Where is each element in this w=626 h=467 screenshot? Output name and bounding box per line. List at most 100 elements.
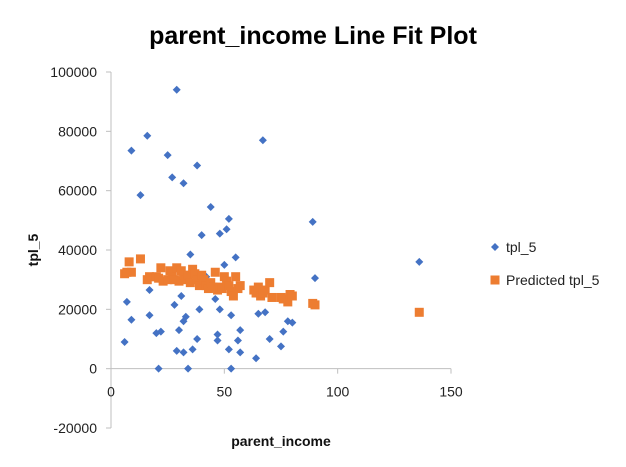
tpl_5-point xyxy=(236,348,245,357)
predicted-tpl_5-point xyxy=(278,294,288,304)
predicted-tpl_5-point xyxy=(194,281,204,291)
predicted-tpl_5-point xyxy=(174,276,184,286)
tpl_5-point xyxy=(258,136,267,145)
tpl_5-point xyxy=(224,345,233,354)
tpl_5-point xyxy=(175,326,183,335)
tpl_5-point xyxy=(213,336,222,345)
tpl_5-point xyxy=(265,335,274,343)
chart-title: parent_income Line Fit Plot xyxy=(149,22,477,50)
predicted-tpl_5-point xyxy=(208,282,218,292)
tpl_5-point xyxy=(236,326,245,335)
y-axis-title: tpl_5 xyxy=(25,233,41,266)
tpl_5-point xyxy=(206,202,215,211)
tpl_5-point xyxy=(136,191,145,200)
tpl_5-point xyxy=(122,297,131,306)
tpl_5-point xyxy=(193,161,202,170)
y-axis-tick-labels: -20000 0 20000 40000 60000 80000 100000 xyxy=(50,64,97,436)
tpl_5-point xyxy=(277,342,285,351)
tpl_5-point xyxy=(215,229,224,238)
predicted-tpl_5-point xyxy=(265,278,275,288)
predicted-tpl_5-point xyxy=(183,270,193,280)
predicted-tpl_5-point xyxy=(251,288,261,298)
tpl_5-point xyxy=(188,345,197,354)
tpl_5-point xyxy=(197,231,206,240)
tpl_5-point xyxy=(127,315,136,324)
tpl_5-point xyxy=(231,253,240,262)
predicted-tpl_5-point xyxy=(145,272,155,282)
y-tick-label: 100000 xyxy=(50,64,97,80)
predicted-tpl_5-point xyxy=(253,282,263,292)
tpl_5-point xyxy=(227,364,236,373)
tpl_5-point xyxy=(172,346,181,355)
y-tick-label: 80000 xyxy=(58,123,97,139)
predicted-tpl_5-point xyxy=(122,267,132,277)
tpl_5-point xyxy=(186,250,195,259)
tpl_5-point xyxy=(215,305,224,314)
tpl_5-point xyxy=(120,337,129,346)
tpl_5-point xyxy=(163,151,172,160)
data-points xyxy=(120,85,424,373)
predicted-tpl_5-point xyxy=(414,307,424,317)
predicted-tpl_5-point xyxy=(267,292,277,302)
predicted-tpl_5-point xyxy=(167,269,177,279)
predicted-tpl_5-point xyxy=(217,284,227,294)
predicted-tpl_5-point xyxy=(224,281,234,291)
predicted-tpl_5-point xyxy=(228,291,238,301)
predicted-tpl_5-point xyxy=(283,297,293,307)
y-tick-label: 20000 xyxy=(58,301,97,317)
predicted-tpl_5-point xyxy=(156,263,166,273)
tpl_5-point xyxy=(220,260,229,269)
y-tick-label: 40000 xyxy=(58,242,97,258)
tpl_5-point xyxy=(233,336,242,345)
tpl_5-point xyxy=(213,330,222,339)
tpl_5-point xyxy=(195,305,204,314)
tpl_5-point xyxy=(227,311,236,320)
tpl_5-point xyxy=(254,309,263,318)
x-tick-label: 0 xyxy=(107,384,115,400)
tpl_5-point xyxy=(211,294,220,303)
tpl_5-point xyxy=(279,327,288,336)
legend-label: Predicted tpl_5 xyxy=(506,272,600,288)
tpl_5-point xyxy=(156,327,165,336)
predicted-tpl_5-point xyxy=(203,284,213,294)
tpl_5-point xyxy=(145,311,154,320)
predicted-tpl_5-point xyxy=(154,273,164,283)
tpl_5-point xyxy=(170,300,179,309)
predicted-tpl_5-point xyxy=(135,254,145,264)
tpl_5-point xyxy=(261,308,270,317)
legend: tpl_5 Predicted tpl_5 xyxy=(490,239,600,288)
tpl_5-point xyxy=(415,257,424,266)
tpl_5-point xyxy=(222,225,231,234)
tpl_5-point xyxy=(311,274,319,283)
predicted-tpl_5-point xyxy=(158,276,168,286)
tpl_5-point xyxy=(154,364,163,373)
tpl_5-point xyxy=(184,364,193,373)
tpl_5-point xyxy=(181,312,190,321)
legend-marker-predicted-tpl_5 xyxy=(490,275,500,285)
tpl_5-point xyxy=(143,131,152,140)
predicted-tpl_5-point xyxy=(185,278,195,288)
predicted-tpl_5-point xyxy=(287,291,297,301)
legend-marker-tpl_5 xyxy=(491,243,499,251)
x-axis-tick-labels: 0 50 100 150 xyxy=(107,384,463,400)
tpl_5-point xyxy=(179,348,188,357)
tpl_5-point xyxy=(193,335,202,343)
tpl_5-point xyxy=(224,214,233,223)
predicted-tpl_5-point xyxy=(231,272,241,282)
tpl_5-point xyxy=(252,354,261,363)
x-tick-label: 50 xyxy=(217,384,233,400)
y-tick-label: 60000 xyxy=(58,183,97,199)
predicted-tpl_5-point xyxy=(190,269,200,279)
predicted-tpl_5-point xyxy=(172,263,182,273)
predicted-tpl_5-point xyxy=(126,267,136,277)
x-tick-label: 150 xyxy=(439,384,463,400)
x-axis-title: parent_income xyxy=(231,433,331,449)
predicted-tpl_5-point xyxy=(235,281,245,291)
x-tick-label: 100 xyxy=(326,384,350,400)
series-tpl_5 xyxy=(120,85,424,373)
predicted-tpl_5-point xyxy=(260,285,270,295)
predicted-tpl_5-point xyxy=(124,257,134,267)
tpl_5-point xyxy=(127,146,136,155)
tpl_5-point xyxy=(308,217,317,226)
